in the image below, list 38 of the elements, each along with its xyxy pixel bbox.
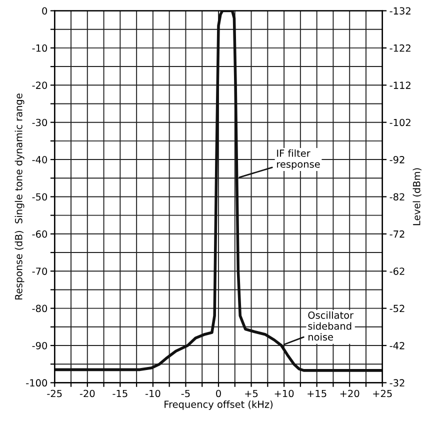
y2-tick-label: -122: [390, 44, 410, 52]
y-tick-label: -70: [32, 268, 48, 275]
x-axis-title: Frequency offset (kHz): [164, 400, 273, 410]
x-tick-label: -10: [145, 390, 160, 398]
y-tick-label: -50: [32, 193, 48, 201]
x-tick-label: -20: [80, 390, 95, 398]
y-tick-label: 0: [42, 7, 48, 15]
y-tick-label: -40: [32, 156, 48, 164]
x-tick-label: -25: [47, 390, 62, 398]
x-tick-label: 0: [216, 390, 221, 398]
y2-tick-label: -102: [390, 118, 410, 126]
y2-tick-label: -62: [390, 268, 404, 275]
y-tick-label: -60: [32, 230, 48, 238]
y-axis-title: Response (dB) Single tone dynamic range: [14, 94, 24, 300]
x-tick-label: -15: [112, 390, 128, 398]
x-tick-label: +20: [340, 390, 360, 398]
x-tick-label: +10: [274, 390, 294, 398]
x-tick-label: +15: [308, 390, 326, 398]
y2-axis-title: Level (dBm): [412, 168, 422, 226]
annotation: IF filter response: [277, 149, 320, 170]
y-tick-label: -30: [32, 118, 48, 126]
y2-tick-label: -42: [390, 342, 404, 350]
y2-tick-label: -112: [390, 82, 410, 89]
y-tick-label: -10: [32, 44, 48, 52]
y-tick-label: -80: [32, 304, 48, 312]
y2-tick-label: -32: [390, 379, 404, 387]
x-tick-label: +25: [373, 390, 392, 398]
annotation: Oscillator sideband noise: [308, 311, 354, 341]
x-tick-label: -5: [181, 390, 190, 398]
y-tick-label: -20: [32, 82, 48, 89]
y2-tick-label: -52: [390, 304, 404, 312]
y2-tick-label: -132: [390, 7, 410, 15]
y2-tick-label: -92: [390, 156, 404, 164]
y2-tick-label: -72: [390, 230, 404, 238]
y2-tick-label: -82: [390, 193, 404, 201]
x-tick-label: +5: [245, 390, 258, 398]
y-tick-label: -90: [32, 342, 48, 350]
y-tick-label: -100: [26, 379, 48, 387]
